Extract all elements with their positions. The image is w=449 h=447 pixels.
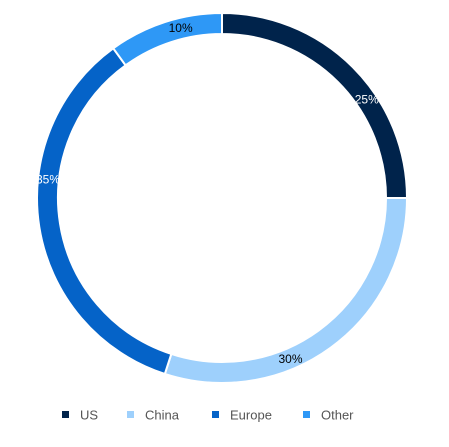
legend-swatch-us	[62, 411, 69, 418]
slice-label-other: 10%	[169, 21, 193, 35]
slice-europe	[36, 46, 173, 376]
slice-labels: 25% 30% 35% 10%	[36, 21, 379, 366]
legend-swatch-europe	[212, 411, 219, 418]
legend-item-europe[interactable]: Europe	[212, 408, 272, 423]
slice-label-europe: 35%	[36, 172, 60, 186]
legend-item-us[interactable]: US	[62, 408, 98, 423]
legend-label-europe: Europe	[230, 408, 272, 423]
legend-label-us: US	[80, 408, 98, 423]
legend-swatch-china	[127, 411, 134, 418]
legend-label-china: China	[145, 408, 180, 423]
slice-label-us: 25%	[355, 93, 379, 107]
slice-label-china: 30%	[278, 352, 302, 366]
donut-slices	[36, 11, 409, 384]
legend: US China Europe Other	[62, 408, 354, 423]
legend-item-china[interactable]: China	[127, 408, 180, 423]
legend-label-other: Other	[321, 408, 354, 423]
legend-swatch-other	[303, 411, 310, 418]
slice-us	[221, 11, 409, 199]
legend-item-other[interactable]: Other	[303, 408, 354, 423]
slice-other	[111, 11, 223, 67]
